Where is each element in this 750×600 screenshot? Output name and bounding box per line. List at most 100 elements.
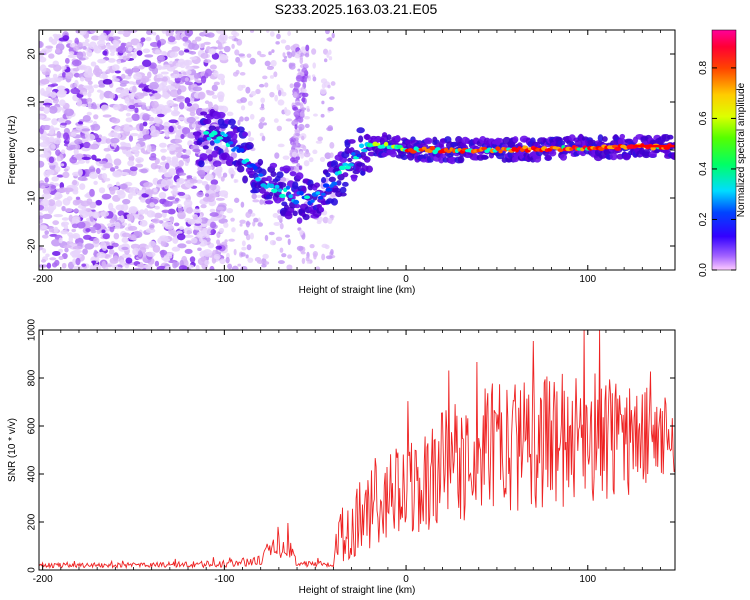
noise-blob <box>45 169 55 176</box>
ridge-halo <box>295 172 304 180</box>
noise-blob <box>185 69 192 75</box>
noise-blob <box>247 130 251 138</box>
noise-blob <box>137 65 145 70</box>
noise-blob <box>255 88 261 95</box>
x-tick-label: -100 <box>214 274 234 285</box>
noise-blob <box>237 61 243 68</box>
ridge-halo <box>363 134 371 140</box>
noise-blob <box>183 49 190 53</box>
noise-blob <box>142 128 150 136</box>
ridge-halo <box>314 182 321 188</box>
branch-blob <box>295 155 300 161</box>
snr-frame <box>38 329 676 571</box>
noise-blob <box>58 40 63 44</box>
noise-blob <box>74 37 79 46</box>
noise-blob <box>285 118 293 122</box>
noise-blob <box>172 236 179 244</box>
x-tick-label: 0 <box>403 574 409 585</box>
noise-blob <box>178 159 184 167</box>
noise-blob <box>177 211 186 219</box>
ridge-halo <box>363 156 371 163</box>
noise-blob <box>177 116 185 121</box>
noise-blob <box>89 171 99 179</box>
noise-blob <box>215 126 220 131</box>
noise-blob <box>107 58 116 63</box>
noise-blob <box>61 222 66 227</box>
noise-blob <box>147 71 152 79</box>
noise-blob <box>194 36 202 42</box>
noise-blob <box>41 234 49 239</box>
noise-blob <box>88 41 97 50</box>
noise-blob <box>223 149 230 154</box>
ridge-halo <box>347 157 353 163</box>
noise-blob <box>200 204 207 209</box>
noise-blob <box>237 119 241 126</box>
noise-blob <box>109 218 116 224</box>
noise-blob <box>67 54 77 58</box>
noise-blob <box>191 43 200 51</box>
noise-blob <box>101 71 107 80</box>
noise-blob <box>256 194 262 198</box>
noise-blob <box>210 221 217 229</box>
noise-blob <box>153 188 158 193</box>
noise-blob <box>330 81 336 86</box>
noise-blob <box>250 212 256 217</box>
noise-blob <box>127 30 138 34</box>
ridge-halo <box>277 181 287 188</box>
ridge-halo <box>296 217 303 224</box>
noise-blob <box>287 51 293 59</box>
noise-blob <box>56 174 64 178</box>
ridge-halo <box>597 134 604 142</box>
noise-blob <box>132 65 140 73</box>
noise-blob <box>176 233 186 241</box>
noise-blob <box>184 30 194 37</box>
noise-blob <box>264 82 269 88</box>
branch-blob <box>292 144 298 149</box>
spectrogram-data <box>39 30 675 270</box>
branch-blob <box>303 63 309 68</box>
noise-blob <box>223 45 231 53</box>
noise-blob <box>327 84 331 89</box>
noise-blob <box>224 194 228 199</box>
chart-title: S233.2025.163.03.21.E05 <box>274 1 438 17</box>
noise-blob <box>269 239 276 246</box>
y-tick-label: 20 <box>27 48 38 60</box>
ridge-core <box>495 146 501 151</box>
noise-blob <box>217 91 225 100</box>
noise-blob <box>325 30 330 35</box>
noise-blob <box>61 217 69 221</box>
ridge-halo <box>228 118 236 126</box>
noise-blob <box>168 228 173 235</box>
noise-blob <box>103 147 111 152</box>
noise-blob <box>178 265 188 270</box>
noise-blob <box>52 73 58 79</box>
noise-blob <box>246 53 252 58</box>
noise-blob <box>152 31 157 36</box>
ridge-halo <box>211 150 218 158</box>
noise-blob <box>198 238 204 242</box>
ridge-core <box>271 188 278 193</box>
y-tick-label: 0 <box>27 567 38 573</box>
noise-blob <box>149 62 157 69</box>
noise-blob <box>161 209 170 214</box>
noise-blob <box>186 229 191 235</box>
x-tick-label: 100 <box>579 274 596 285</box>
noise-blob <box>249 57 256 65</box>
noise-blob <box>240 97 247 103</box>
noise-blob <box>46 262 52 269</box>
ridge-halo <box>619 133 626 140</box>
noise-blob <box>136 263 145 268</box>
noise-blob <box>282 58 288 63</box>
ridge-halo <box>202 145 209 150</box>
branch-blob <box>293 91 298 98</box>
noise-blob <box>276 84 281 91</box>
noise-blob <box>93 180 98 185</box>
noise-blob <box>121 246 129 251</box>
snr-line <box>39 330 675 570</box>
noise-blob <box>220 160 228 164</box>
noise-blob <box>186 175 191 179</box>
noise-blob <box>60 122 68 126</box>
colorbar-tick-label: 0.0 <box>698 263 709 277</box>
ridge-core <box>279 193 286 199</box>
